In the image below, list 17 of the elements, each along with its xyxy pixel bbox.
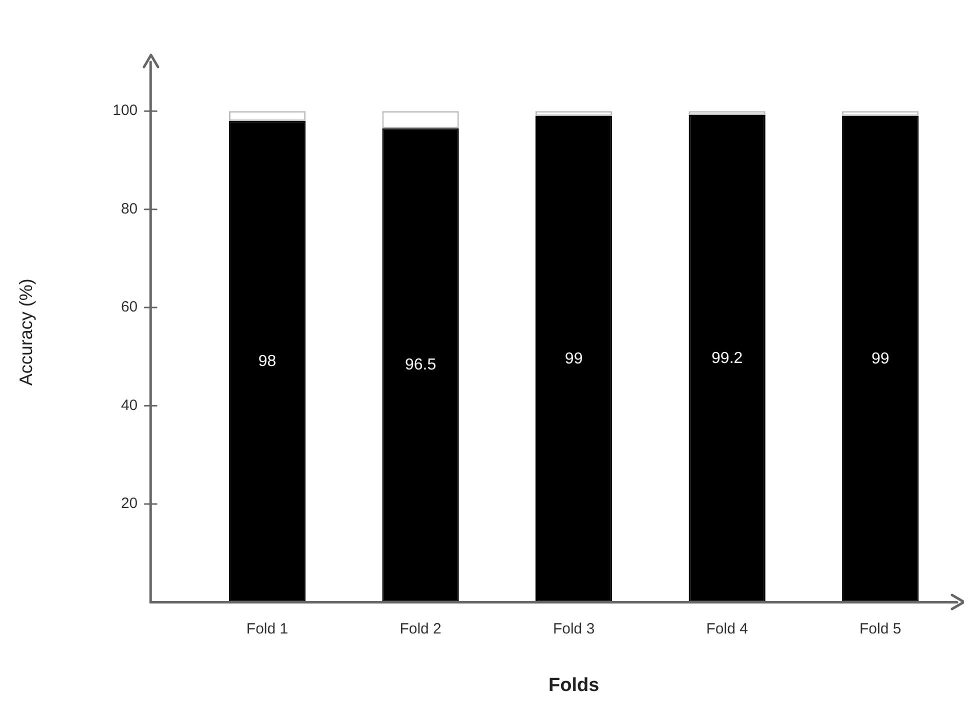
x-tick-label: Fold 4 bbox=[706, 620, 748, 638]
x-tick-label: Fold 1 bbox=[246, 620, 288, 638]
data-label: 99 bbox=[564, 350, 583, 368]
data-label: 96.5 bbox=[404, 356, 436, 374]
x-axis-title: Folds bbox=[548, 674, 600, 696]
y-tick-label: 80 bbox=[120, 200, 138, 218]
data-label: 98 bbox=[258, 352, 276, 370]
x-tick-label: Fold 2 bbox=[400, 620, 442, 638]
x-tick-label: Fold 3 bbox=[552, 620, 595, 638]
y-tick-label: 40 bbox=[120, 396, 138, 414]
y-tick-label: 20 bbox=[120, 495, 138, 512]
y-tick-label: 100 bbox=[112, 102, 138, 120]
y-tick-label: 60 bbox=[120, 298, 138, 316]
x-tick-label: Fold 5 bbox=[860, 620, 902, 638]
data-label: 99 bbox=[871, 350, 890, 368]
y-axis-title: Accuracy (%) bbox=[16, 278, 36, 386]
data-label: 99.2 bbox=[712, 350, 743, 368]
